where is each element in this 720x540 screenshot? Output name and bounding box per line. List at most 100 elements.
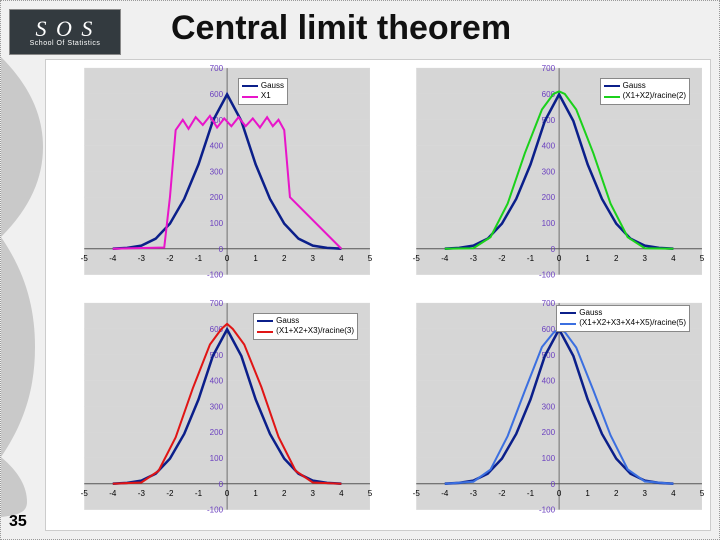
legend-label: Gauss — [579, 308, 602, 318]
svg-text:-3: -3 — [138, 489, 146, 498]
legend-label: X1 — [261, 91, 271, 101]
svg-text:-100: -100 — [539, 271, 556, 280]
legend-label: Gauss — [623, 81, 646, 91]
svg-text:2: 2 — [614, 489, 619, 498]
svg-text:700: 700 — [210, 299, 224, 308]
svg-text:0: 0 — [557, 254, 562, 263]
svg-text:-1: -1 — [195, 254, 203, 263]
legend-item: (X1+X2+X3)/racine(3) — [257, 326, 354, 336]
svg-text:-100: -100 — [539, 506, 556, 515]
legend-label: Gauss — [261, 81, 284, 91]
svg-text:2: 2 — [282, 489, 287, 498]
svg-text:200: 200 — [210, 428, 224, 437]
page-number: 35 — [9, 513, 27, 531]
svg-text:300: 300 — [210, 167, 224, 176]
svg-text:2: 2 — [282, 254, 287, 263]
svg-text:5: 5 — [700, 489, 705, 498]
svg-text:300: 300 — [210, 402, 224, 411]
svg-text:5: 5 — [368, 489, 373, 498]
logo-text-big: S O S — [36, 18, 95, 40]
svg-text:0: 0 — [551, 245, 556, 254]
svg-text:-1: -1 — [195, 489, 203, 498]
svg-text:0: 0 — [551, 480, 556, 489]
svg-text:0: 0 — [557, 489, 562, 498]
svg-text:4: 4 — [671, 254, 676, 263]
svg-text:100: 100 — [210, 219, 224, 228]
svg-text:100: 100 — [210, 454, 224, 463]
svg-text:1: 1 — [253, 489, 258, 498]
svg-text:-5: -5 — [81, 254, 89, 263]
legend-item: Gauss — [257, 316, 354, 326]
legend-label: Gauss — [276, 316, 299, 326]
svg-text:0: 0 — [219, 480, 224, 489]
svg-text:-4: -4 — [441, 254, 449, 263]
svg-text:-4: -4 — [441, 489, 449, 498]
svg-text:5: 5 — [700, 254, 705, 263]
svg-text:1: 1 — [253, 254, 258, 263]
chart-panel-0: -5-4-3-2-1012345-10001002003004005006007… — [46, 60, 378, 295]
legend: Gauss(X1+X2+X3+X4+X5)/racine(5) — [556, 305, 690, 332]
legend-item: X1 — [242, 91, 284, 101]
svg-text:3: 3 — [311, 254, 316, 263]
svg-text:-1: -1 — [527, 254, 535, 263]
svg-text:-3: -3 — [470, 254, 478, 263]
chart-cell: -5-4-3-2-1012345-10001002003004005006007… — [46, 60, 378, 295]
svg-text:0: 0 — [225, 254, 230, 263]
chart-cell: -5-4-3-2-1012345-10001002003004005006007… — [378, 295, 710, 530]
svg-text:400: 400 — [210, 142, 224, 151]
legend-item: (X1+X2)/racine(2) — [604, 91, 686, 101]
svg-text:3: 3 — [311, 489, 316, 498]
page-title: Central limit theorem — [171, 9, 709, 48]
svg-text:2: 2 — [614, 254, 619, 263]
chart-grid: -5-4-3-2-1012345-10001002003004005006007… — [45, 59, 711, 531]
slide: S O S School Of Statistics Central limit… — [0, 0, 720, 540]
svg-text:-2: -2 — [498, 489, 506, 498]
svg-text:-5: -5 — [413, 489, 421, 498]
svg-text:200: 200 — [542, 193, 556, 202]
svg-text:700: 700 — [210, 64, 224, 73]
svg-text:0: 0 — [219, 245, 224, 254]
svg-text:400: 400 — [542, 377, 556, 386]
svg-text:-5: -5 — [81, 489, 89, 498]
svg-text:200: 200 — [542, 428, 556, 437]
svg-text:300: 300 — [542, 167, 556, 176]
legend-item: Gauss — [560, 308, 686, 318]
svg-text:-4: -4 — [109, 254, 117, 263]
legend: GaussX1 — [238, 78, 288, 105]
svg-text:700: 700 — [542, 64, 556, 73]
svg-text:-5: -5 — [413, 254, 421, 263]
svg-text:-3: -3 — [470, 489, 478, 498]
svg-text:1: 1 — [585, 489, 590, 498]
svg-text:-100: -100 — [207, 271, 224, 280]
svg-text:0: 0 — [225, 489, 230, 498]
legend-label: (X1+X2+X3)/racine(3) — [276, 326, 354, 336]
logo-text-small: School Of Statistics — [30, 40, 101, 47]
svg-text:300: 300 — [542, 402, 556, 411]
svg-text:-1: -1 — [527, 489, 535, 498]
chart-cell: -5-4-3-2-1012345-10001002003004005006007… — [46, 295, 378, 530]
legend: Gauss(X1+X2+X3)/racine(3) — [253, 313, 358, 340]
svg-text:5: 5 — [368, 254, 373, 263]
svg-text:1: 1 — [585, 254, 590, 263]
svg-text:4: 4 — [339, 489, 344, 498]
svg-text:700: 700 — [542, 299, 556, 308]
svg-text:-100: -100 — [207, 506, 224, 515]
svg-text:200: 200 — [210, 193, 224, 202]
legend-item: Gauss — [242, 81, 284, 91]
svg-text:-2: -2 — [166, 489, 174, 498]
sidebar-humps — [1, 57, 45, 517]
svg-text:-2: -2 — [498, 254, 506, 263]
legend-item: (X1+X2+X3+X4+X5)/racine(5) — [560, 318, 686, 328]
svg-text:400: 400 — [210, 377, 224, 386]
svg-text:400: 400 — [542, 142, 556, 151]
svg-text:100: 100 — [542, 219, 556, 228]
legend-label: (X1+X2+X3+X4+X5)/racine(5) — [579, 318, 686, 328]
legend-label: (X1+X2)/racine(2) — [623, 91, 686, 101]
svg-text:3: 3 — [643, 489, 648, 498]
logo: S O S School Of Statistics — [9, 9, 121, 55]
legend-item: Gauss — [604, 81, 686, 91]
chart-cell: -5-4-3-2-1012345-10001002003004005006007… — [378, 60, 710, 295]
svg-text:4: 4 — [339, 254, 344, 263]
svg-text:600: 600 — [210, 90, 224, 99]
svg-text:4: 4 — [671, 489, 676, 498]
